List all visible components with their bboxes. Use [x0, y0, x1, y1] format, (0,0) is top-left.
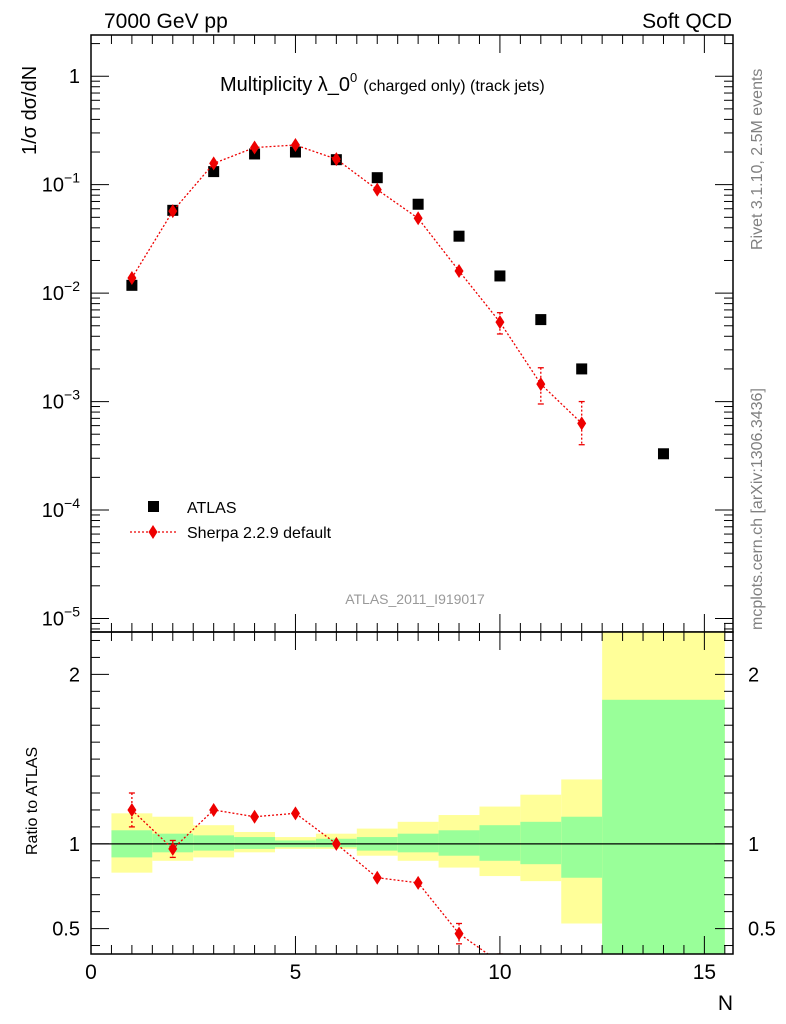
ratio-y-tick-label-right: 1 — [748, 834, 759, 856]
sherpa-data-point — [331, 152, 341, 167]
header-energy-label: 7000 GeV pp — [104, 10, 228, 33]
y-tick-label: 10−1 — [42, 170, 80, 197]
sherpa-data-point — [290, 138, 300, 153]
ratio-data-point — [331, 836, 341, 851]
sherpa-data-point — [127, 270, 137, 285]
ratio-y-tick-label-left: 2 — [69, 664, 80, 686]
atlas-data-point — [657, 448, 669, 460]
y-tick-label: 1 — [69, 66, 80, 88]
sherpa-data-point — [454, 263, 464, 278]
legend-atlas-label: ATLAS — [187, 500, 237, 517]
atlas-data-point — [208, 166, 220, 178]
y-tick-label: 10−5 — [42, 603, 80, 630]
legend: ATLAS Sherpa 2.2.9 default — [130, 500, 332, 542]
atlas-data-point — [126, 279, 138, 291]
source-label: mcplots.cern.ch [arXiv:1306.3436] — [749, 388, 766, 630]
y-tick-label: 10−4 — [42, 495, 80, 522]
sherpa-curve — [131, 144, 583, 424]
x-tick-label: 5 — [290, 961, 302, 984]
x-axis-label: N — [718, 992, 733, 1015]
sherpa-data-point — [372, 182, 382, 197]
plot-title-superscript: 0 — [350, 70, 357, 85]
ratio-series-group — [127, 792, 503, 954]
ratio-data-point — [127, 802, 137, 817]
ratio-data-point — [290, 806, 300, 821]
ratio-plot-panel: 0.5 0.5 1 1 2 2 0 5 10 15 Ratio to ATLAS N — [24, 631, 776, 1015]
analysis-label: ATLAS_2011_I919017 — [345, 591, 485, 607]
ratio-y-tick-label-left: 0.5 — [52, 919, 80, 941]
x-tick-label: 10 — [488, 961, 511, 984]
legend-sherpa-label: Sherpa 2.2.9 default — [187, 525, 332, 542]
atlas-data-point — [453, 230, 465, 242]
plot-title-main: Multiplicity λ_0 — [220, 74, 350, 96]
ratio-data-point — [250, 809, 260, 824]
ratio-axis-label: Ratio to ATLAS — [24, 747, 41, 855]
atlas-data-point — [576, 363, 588, 375]
legend-atlas-marker — [148, 501, 159, 512]
y-axis-label: 1/σ dσ/dN — [19, 66, 41, 155]
y-tick-label: 10−2 — [42, 278, 80, 305]
uncertainty-band-green — [397, 833, 439, 853]
plot-title-subtitle: (charged only) (track jets) — [363, 78, 544, 95]
uncertainty-band-green — [234, 837, 276, 849]
ratio-data-point — [372, 870, 382, 885]
ratio-curve — [131, 809, 490, 954]
atlas-data-point — [412, 198, 424, 210]
atlas-data-point — [371, 172, 383, 184]
uncertainty-band-green — [438, 830, 480, 856]
uncertainty-band-green — [561, 816, 603, 878]
sherpa-data-point — [209, 156, 219, 171]
sherpa-data-point — [168, 204, 178, 219]
ratio-y-tick-label-left: 1 — [69, 834, 80, 856]
uncertainty-band-green — [520, 821, 562, 865]
x-tick-label: 15 — [693, 961, 716, 984]
uncertainty-band-green — [193, 835, 235, 851]
ratio-y-tick-label-right: 2 — [748, 664, 759, 686]
uncertainty-band-green — [479, 825, 521, 861]
main-plot-panel: 1 10−1 10−2 10−3 10−4 10−5 Multiplicity λ_00 (… — [19, 34, 734, 633]
x-tick-label: 0 — [85, 961, 97, 984]
y-tick-label: 10−3 — [42, 387, 80, 414]
header-category-label: Soft QCD — [642, 10, 732, 33]
ratio-y-tick-label-right: 0.5 — [748, 919, 776, 941]
legend-sherpa-marker — [148, 525, 158, 539]
ratio-data-point — [168, 841, 178, 856]
sherpa-data-point — [250, 140, 260, 155]
atlas-data-point — [494, 270, 506, 282]
main-plot-frame — [90, 34, 734, 633]
plot-title: Multiplicity λ_00 (charged only) (track j… — [220, 70, 545, 96]
sherpa-data-point — [577, 416, 587, 431]
sherpa-data-point — [495, 315, 505, 330]
uncertainty-band-green — [602, 699, 725, 954]
ratio-data-point — [209, 802, 219, 817]
rivet-version-label: Rivet 3.1.10, 2.5M events — [749, 69, 766, 250]
atlas-data-point — [535, 314, 547, 326]
ratio-data-point — [454, 926, 464, 941]
sherpa-data-point — [413, 211, 423, 226]
sherpa-data-point — [536, 377, 546, 392]
ratio-data-point — [413, 875, 423, 890]
